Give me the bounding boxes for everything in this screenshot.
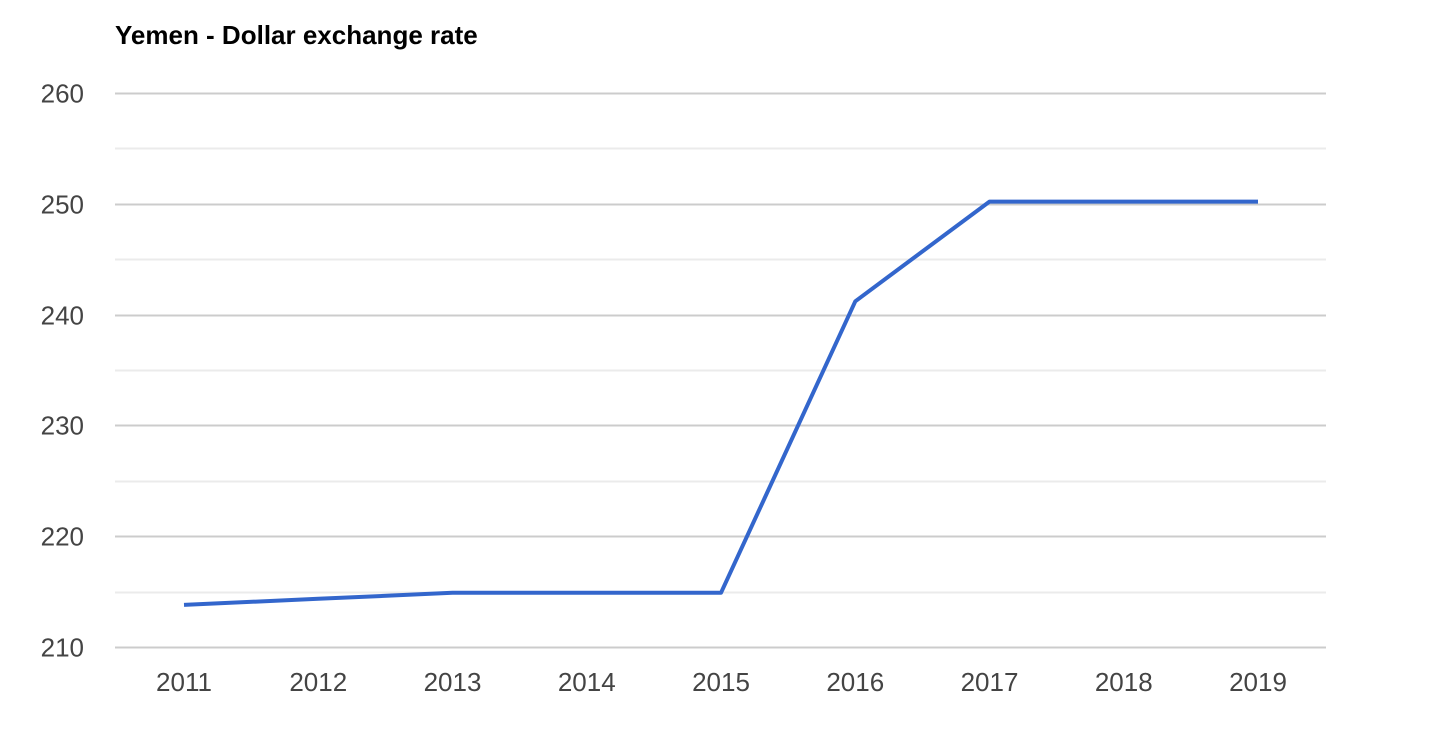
data-point[interactable] (1118, 196, 1130, 208)
y-axis-tick-labels: 210 220 230 240 250 260 (41, 79, 84, 663)
x-tick-label: 2019 (1229, 667, 1287, 697)
chart-title: Yemen - Dollar exchange rate (115, 20, 478, 50)
y-tick-label: 220 (41, 522, 84, 552)
x-tick-label: 2011 (156, 667, 212, 697)
minor-gridlines (115, 147, 1326, 594)
series-layer (178, 196, 1264, 611)
major-gridlines (115, 92, 1326, 649)
x-tick-label: 2017 (961, 667, 1019, 697)
x-tick-label: 2012 (289, 667, 347, 697)
data-point[interactable] (312, 593, 324, 605)
y-tick-label: 260 (41, 79, 84, 109)
y-tick-label: 230 (41, 411, 84, 441)
x-tick-label: 2016 (826, 667, 884, 697)
data-point[interactable] (581, 587, 593, 599)
data-point[interactable] (178, 599, 190, 611)
data-point[interactable] (1252, 196, 1264, 208)
data-point[interactable] (447, 587, 459, 599)
y-tick-label: 240 (41, 301, 84, 331)
x-tick-label: 2014 (558, 667, 616, 697)
x-axis-tick-labels: 2011 2012 2013 2014 2015 2016 2017 2018 2019 (156, 667, 1287, 697)
y-tick-label: 250 (41, 190, 84, 220)
x-tick-label: 2015 (692, 667, 750, 697)
y-tick-label: 210 (41, 633, 84, 663)
data-point[interactable] (984, 196, 996, 208)
x-tick-label: 2018 (1095, 667, 1153, 697)
series-line (183, 199, 1258, 607)
x-tick-label: 2013 (424, 667, 482, 697)
data-point[interactable] (715, 587, 727, 599)
data-point[interactable] (849, 295, 861, 307)
